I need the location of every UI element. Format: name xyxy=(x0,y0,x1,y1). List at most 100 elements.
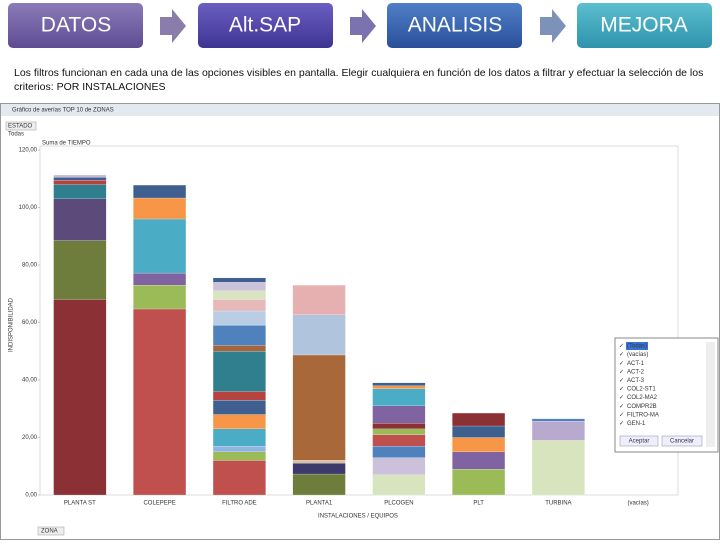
bar-segment xyxy=(452,412,506,427)
bar-segment xyxy=(212,351,266,392)
bar-segment xyxy=(212,428,266,447)
bar-segment xyxy=(212,446,266,452)
bar-segment xyxy=(212,460,266,496)
step-label: ANALISIS xyxy=(408,14,503,37)
bar-segment xyxy=(212,282,266,291)
scrollbar xyxy=(706,342,715,447)
bar-segment xyxy=(53,299,107,496)
arrow xyxy=(160,9,186,43)
bar-segment xyxy=(531,440,585,496)
bar-segment xyxy=(53,184,107,199)
bar-segment xyxy=(212,310,266,326)
y-tick-label: 0,00 xyxy=(25,493,37,499)
bar-segment xyxy=(212,345,266,352)
filter-item[interactable]: COL2-MA2 xyxy=(627,395,658,401)
filter-button[interactable] xyxy=(37,526,65,536)
filter-item[interactable]: FILTRO-MA xyxy=(627,412,659,418)
filter-check: ✓ xyxy=(619,421,624,427)
bar-segment xyxy=(292,285,346,315)
bar-segment xyxy=(212,277,266,283)
bar-segment xyxy=(452,451,506,470)
step-label: Alt.SAP xyxy=(229,14,301,37)
filter-item[interactable]: (vacías) xyxy=(627,352,648,358)
bar-segment xyxy=(372,405,426,424)
filter-check: ✓ xyxy=(619,369,624,375)
bar-segment xyxy=(212,325,266,346)
bar-segment xyxy=(531,418,585,422)
filter-item[interactable]: ACT-3 xyxy=(627,378,645,384)
bar-segment xyxy=(53,180,107,185)
y-tick-label: 40,00 xyxy=(22,378,38,384)
filter-button[interactable] xyxy=(5,121,37,131)
bar-segment xyxy=(212,391,266,401)
bar-segment xyxy=(212,299,266,312)
ok-button[interactable] xyxy=(619,435,659,447)
window-title: Gráfico de averías TOP 10 de ZONAS xyxy=(12,108,114,114)
step-label: MEJORA xyxy=(600,14,688,37)
bar-segment xyxy=(452,469,506,496)
bar-segment xyxy=(531,421,585,441)
bar-segment xyxy=(212,414,266,429)
x-tick-label: PLANTA1 xyxy=(306,501,333,507)
x-tick-label: PLT xyxy=(473,501,484,507)
bar-segment xyxy=(372,474,426,496)
filter-popup xyxy=(614,337,719,453)
bar-segment xyxy=(212,290,266,300)
bar-segment xyxy=(292,473,346,496)
filter-item[interactable]: ACT-1 xyxy=(627,361,645,367)
filter-value: Todas xyxy=(8,132,24,138)
cancel-button[interactable] xyxy=(661,435,703,447)
bar-segment xyxy=(133,184,187,199)
instructions: Los filtros funcionan en cada una de las… xyxy=(14,67,704,93)
y-tick-label: 100,00 xyxy=(19,205,38,211)
step-box xyxy=(387,3,522,48)
bar-segment xyxy=(133,218,187,274)
y-tick-label: 80,00 xyxy=(22,263,38,269)
bar-segment xyxy=(133,308,187,496)
selected-item xyxy=(626,342,648,350)
bar-segment xyxy=(133,197,187,220)
x-tick-label: PLCOGEN xyxy=(384,501,413,507)
bar-segment xyxy=(372,446,426,458)
step-box xyxy=(8,3,143,48)
bar-segment xyxy=(212,400,266,415)
bar-segment xyxy=(292,460,346,464)
legend-title: Suma de TIEMPO xyxy=(42,141,91,147)
bar-segment xyxy=(212,451,266,461)
x-axis-label: INSTALACIONES / EQUIPOS xyxy=(318,514,398,520)
filter-item[interactable]: ACT-2 xyxy=(627,369,645,375)
filter-check: ✓ xyxy=(619,378,624,384)
bar-segment xyxy=(53,240,107,300)
bar-segment xyxy=(372,434,426,447)
filter-check: ✓ xyxy=(619,395,624,401)
filter-check: ✓ xyxy=(619,361,624,367)
bar-segment xyxy=(53,174,107,178)
step-label: DATOS xyxy=(41,14,111,37)
bar-segment xyxy=(133,272,187,286)
bar-segment xyxy=(292,314,346,356)
bar-segment xyxy=(292,462,346,475)
step-box xyxy=(577,3,712,48)
filter-item[interactable]: COMPR2B xyxy=(627,404,657,410)
bar-segment xyxy=(292,354,346,461)
bar-segment xyxy=(53,177,107,181)
filter-check: ✓ xyxy=(619,404,624,410)
arrow xyxy=(540,9,566,43)
x-tick-label: PLANTA ST xyxy=(64,501,96,507)
y-tick-label: 60,00 xyxy=(22,320,38,326)
filter-item[interactable]: COL2-ST1 xyxy=(627,387,656,393)
y-tick-label: 20,00 xyxy=(22,435,38,441)
x-tick-label: (vacías) xyxy=(627,501,648,507)
filter-check: ✓ xyxy=(619,387,624,393)
bar-segment xyxy=(372,388,426,406)
y-axis-label: INDISPONIBILIDAD xyxy=(9,297,15,352)
bar-segment xyxy=(372,457,426,475)
filter-label: ESTADO xyxy=(8,124,33,130)
filter-panel: Aceptar Cancelar xyxy=(614,337,719,453)
filter-item[interactable]: (Todas) xyxy=(627,344,647,350)
x-tick-label: COLEPEPE xyxy=(143,501,175,507)
bar-segment xyxy=(372,428,426,435)
bar-segment xyxy=(53,198,107,241)
filter-item[interactable]: GEN-1 xyxy=(627,421,646,427)
